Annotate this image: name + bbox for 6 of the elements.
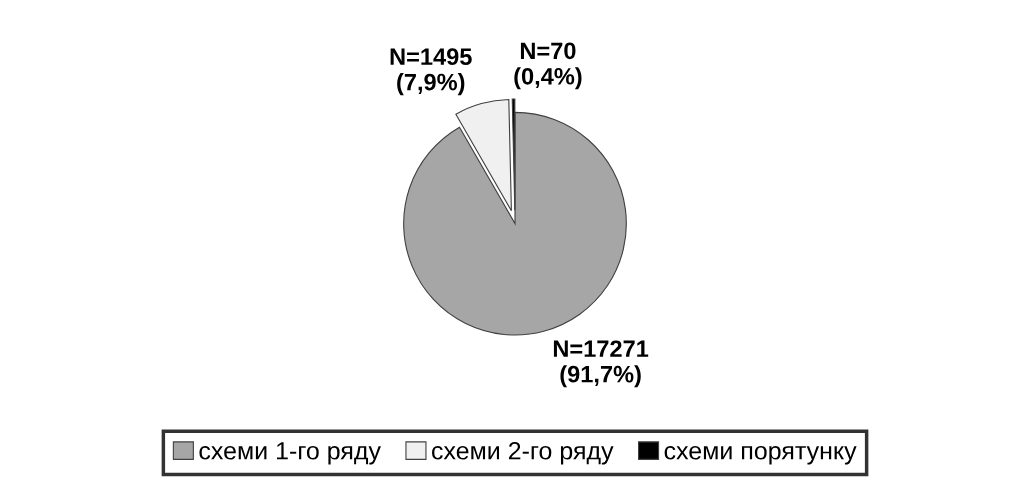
data-label: N=17271 (91,7%) bbox=[553, 340, 649, 388]
legend-label: схеми 2-го ряду bbox=[432, 441, 614, 465]
data-label: N=70 (0,4%) bbox=[514, 42, 582, 90]
legend-label: схеми порятунку bbox=[664, 445, 857, 465]
legend-label: схеми 1-го ряду bbox=[199, 442, 381, 465]
data-label: N=1495 (7,9%) bbox=[390, 48, 472, 96]
